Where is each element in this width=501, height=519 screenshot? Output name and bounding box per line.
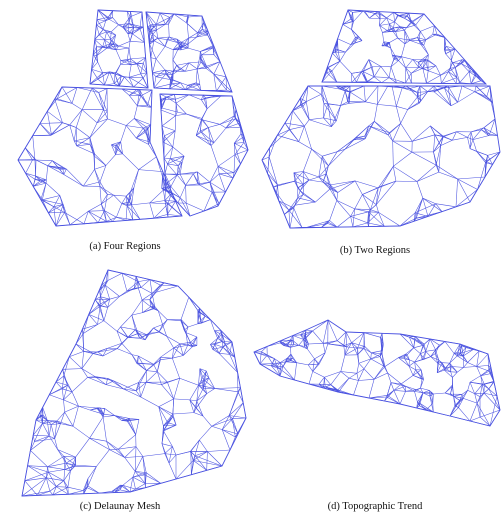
region-top-left [89, 9, 149, 89]
topographic-region [253, 319, 501, 427]
region-bottom [261, 85, 501, 229]
delaunay-mesh [21, 269, 247, 497]
panel-four-regions: (a) Four Regions [0, 0, 250, 260]
region-bottom-left [17, 86, 183, 227]
region-top [321, 9, 488, 85]
panel-two-regions: (b) Two Regions [250, 0, 501, 260]
caption-four-regions: (a) Four Regions [89, 241, 161, 252]
caption-two-regions: (b) Two Regions [339, 245, 411, 256]
region-top-right [145, 11, 233, 93]
topographic-trend-mesh [253, 319, 501, 427]
region-bottom-right [159, 93, 249, 217]
four-regions-mesh [17, 9, 249, 227]
panel-topographic-trend: (d) Topographic Trend [250, 260, 501, 519]
caption-topographic-trend: (d) Topographic Trend [327, 501, 423, 512]
panel-delaunay-mesh: (c) Delaunay Mesh [0, 260, 250, 519]
two-regions-mesh [261, 9, 501, 229]
caption-delaunay-mesh: (c) Delaunay Mesh [79, 501, 161, 512]
delaunay-region [21, 269, 247, 497]
